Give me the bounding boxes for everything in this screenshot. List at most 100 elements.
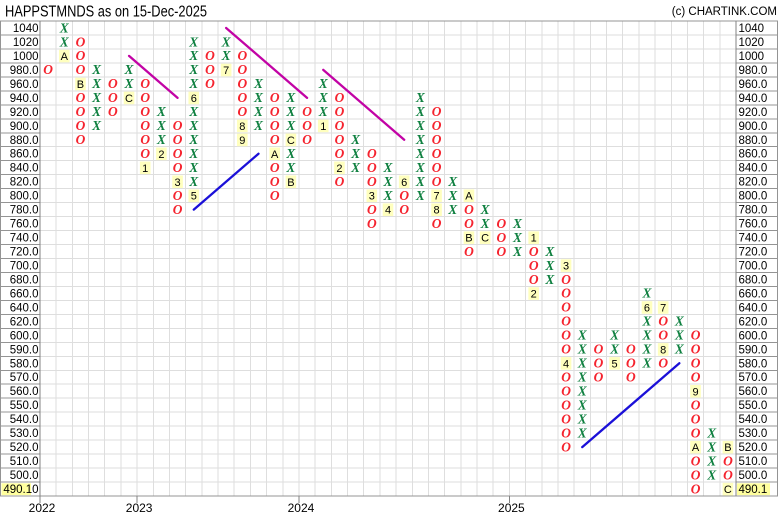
svg-text:510.0: 510.0 xyxy=(10,456,39,468)
svg-text:O: O xyxy=(561,384,571,399)
svg-text:3: 3 xyxy=(563,261,569,273)
svg-text:O: O xyxy=(76,62,86,77)
svg-text:A: A xyxy=(465,191,473,203)
svg-text:X: X xyxy=(253,104,264,119)
svg-text:X: X xyxy=(415,104,426,119)
svg-text:O: O xyxy=(723,453,733,468)
svg-text:X: X xyxy=(91,104,102,119)
svg-text:(c) CHARTINK.COM: (c) CHARTINK.COM xyxy=(672,6,777,18)
svg-text:820.0: 820.0 xyxy=(10,177,39,189)
svg-text:O: O xyxy=(432,146,442,161)
svg-text:O: O xyxy=(432,104,442,119)
svg-text:1: 1 xyxy=(142,163,148,175)
svg-text:2: 2 xyxy=(336,163,342,175)
svg-text:HAPPSTMNDS as on 15-Dec-2025: HAPPSTMNDS as on 15-Dec-2025 xyxy=(5,4,207,21)
svg-text:O: O xyxy=(173,188,183,203)
svg-text:X: X xyxy=(577,342,588,357)
svg-text:X: X xyxy=(253,76,264,91)
svg-text:O: O xyxy=(691,356,701,371)
svg-text:X: X xyxy=(124,76,135,91)
svg-text:O: O xyxy=(561,328,571,343)
svg-text:490.10: 490.10 xyxy=(3,484,38,496)
svg-text:O: O xyxy=(691,342,701,357)
svg-text:5: 5 xyxy=(612,358,618,370)
svg-text:740.0: 740.0 xyxy=(739,233,768,245)
svg-text:O: O xyxy=(464,216,474,231)
svg-text:O: O xyxy=(76,132,86,147)
svg-text:B: B xyxy=(77,79,84,91)
svg-text:O: O xyxy=(367,174,377,189)
svg-text:C: C xyxy=(287,135,295,147)
svg-text:560.0: 560.0 xyxy=(739,386,768,398)
svg-text:620.0: 620.0 xyxy=(10,316,39,328)
svg-text:O: O xyxy=(561,342,571,357)
svg-text:X: X xyxy=(415,146,426,161)
svg-text:680.0: 680.0 xyxy=(10,274,39,286)
svg-text:C: C xyxy=(481,233,489,245)
svg-text:2022: 2022 xyxy=(29,501,56,515)
svg-text:X: X xyxy=(318,104,329,119)
svg-text:X: X xyxy=(188,132,199,147)
svg-text:A: A xyxy=(61,51,69,63)
svg-text:1000: 1000 xyxy=(13,51,39,63)
svg-text:O: O xyxy=(594,356,604,371)
svg-text:590.0: 590.0 xyxy=(739,344,768,356)
svg-text:900.0: 900.0 xyxy=(10,121,39,133)
svg-text:O: O xyxy=(76,34,86,49)
svg-text:O: O xyxy=(399,188,409,203)
svg-text:920.0: 920.0 xyxy=(739,107,768,119)
svg-text:540.0: 540.0 xyxy=(739,414,768,426)
svg-text:980.0: 980.0 xyxy=(10,65,39,77)
svg-text:680.0: 680.0 xyxy=(739,274,768,286)
svg-text:O: O xyxy=(173,160,183,175)
svg-text:O: O xyxy=(173,202,183,217)
svg-text:O: O xyxy=(496,244,506,259)
svg-text:X: X xyxy=(188,104,199,119)
svg-text:O: O xyxy=(464,202,474,217)
svg-text:O: O xyxy=(140,146,150,161)
svg-text:X: X xyxy=(188,34,199,49)
svg-text:660.0: 660.0 xyxy=(739,288,768,300)
svg-text:O: O xyxy=(691,397,701,412)
svg-text:720.0: 720.0 xyxy=(739,247,768,259)
svg-text:X: X xyxy=(91,118,102,133)
svg-text:O: O xyxy=(335,104,345,119)
svg-text:B: B xyxy=(465,233,472,245)
svg-text:X: X xyxy=(674,328,685,343)
svg-text:550.0: 550.0 xyxy=(10,400,39,412)
svg-text:7: 7 xyxy=(433,191,439,203)
svg-text:O: O xyxy=(691,481,701,496)
svg-text:O: O xyxy=(108,90,118,105)
svg-text:X: X xyxy=(447,202,458,217)
svg-text:880.0: 880.0 xyxy=(739,135,768,147)
svg-text:5: 5 xyxy=(191,191,197,203)
svg-text:3: 3 xyxy=(175,177,181,189)
svg-text:920.0: 920.0 xyxy=(10,107,39,119)
svg-text:4: 4 xyxy=(563,358,569,370)
svg-text:O: O xyxy=(270,188,280,203)
svg-text:X: X xyxy=(415,118,426,133)
svg-text:X: X xyxy=(188,174,199,189)
svg-text:O: O xyxy=(626,370,636,385)
svg-text:560.0: 560.0 xyxy=(10,386,39,398)
svg-text:O: O xyxy=(270,104,280,119)
svg-text:2: 2 xyxy=(158,149,164,161)
svg-text:O: O xyxy=(140,76,150,91)
svg-text:X: X xyxy=(221,48,232,63)
svg-text:O: O xyxy=(270,132,280,147)
svg-text:2024: 2024 xyxy=(288,501,315,515)
svg-text:600.0: 600.0 xyxy=(10,330,39,342)
svg-text:X: X xyxy=(480,202,491,217)
svg-text:510.0: 510.0 xyxy=(739,456,768,468)
svg-text:580.0: 580.0 xyxy=(739,358,768,370)
svg-text:9: 9 xyxy=(239,135,245,147)
svg-text:530.0: 530.0 xyxy=(10,428,39,440)
svg-text:X: X xyxy=(318,76,329,91)
svg-text:8: 8 xyxy=(660,344,666,356)
svg-text:O: O xyxy=(432,132,442,147)
svg-text:X: X xyxy=(674,314,685,329)
svg-text:O: O xyxy=(302,132,312,147)
svg-text:X: X xyxy=(577,425,588,440)
svg-text:960.0: 960.0 xyxy=(739,79,768,91)
svg-text:O: O xyxy=(691,370,701,385)
